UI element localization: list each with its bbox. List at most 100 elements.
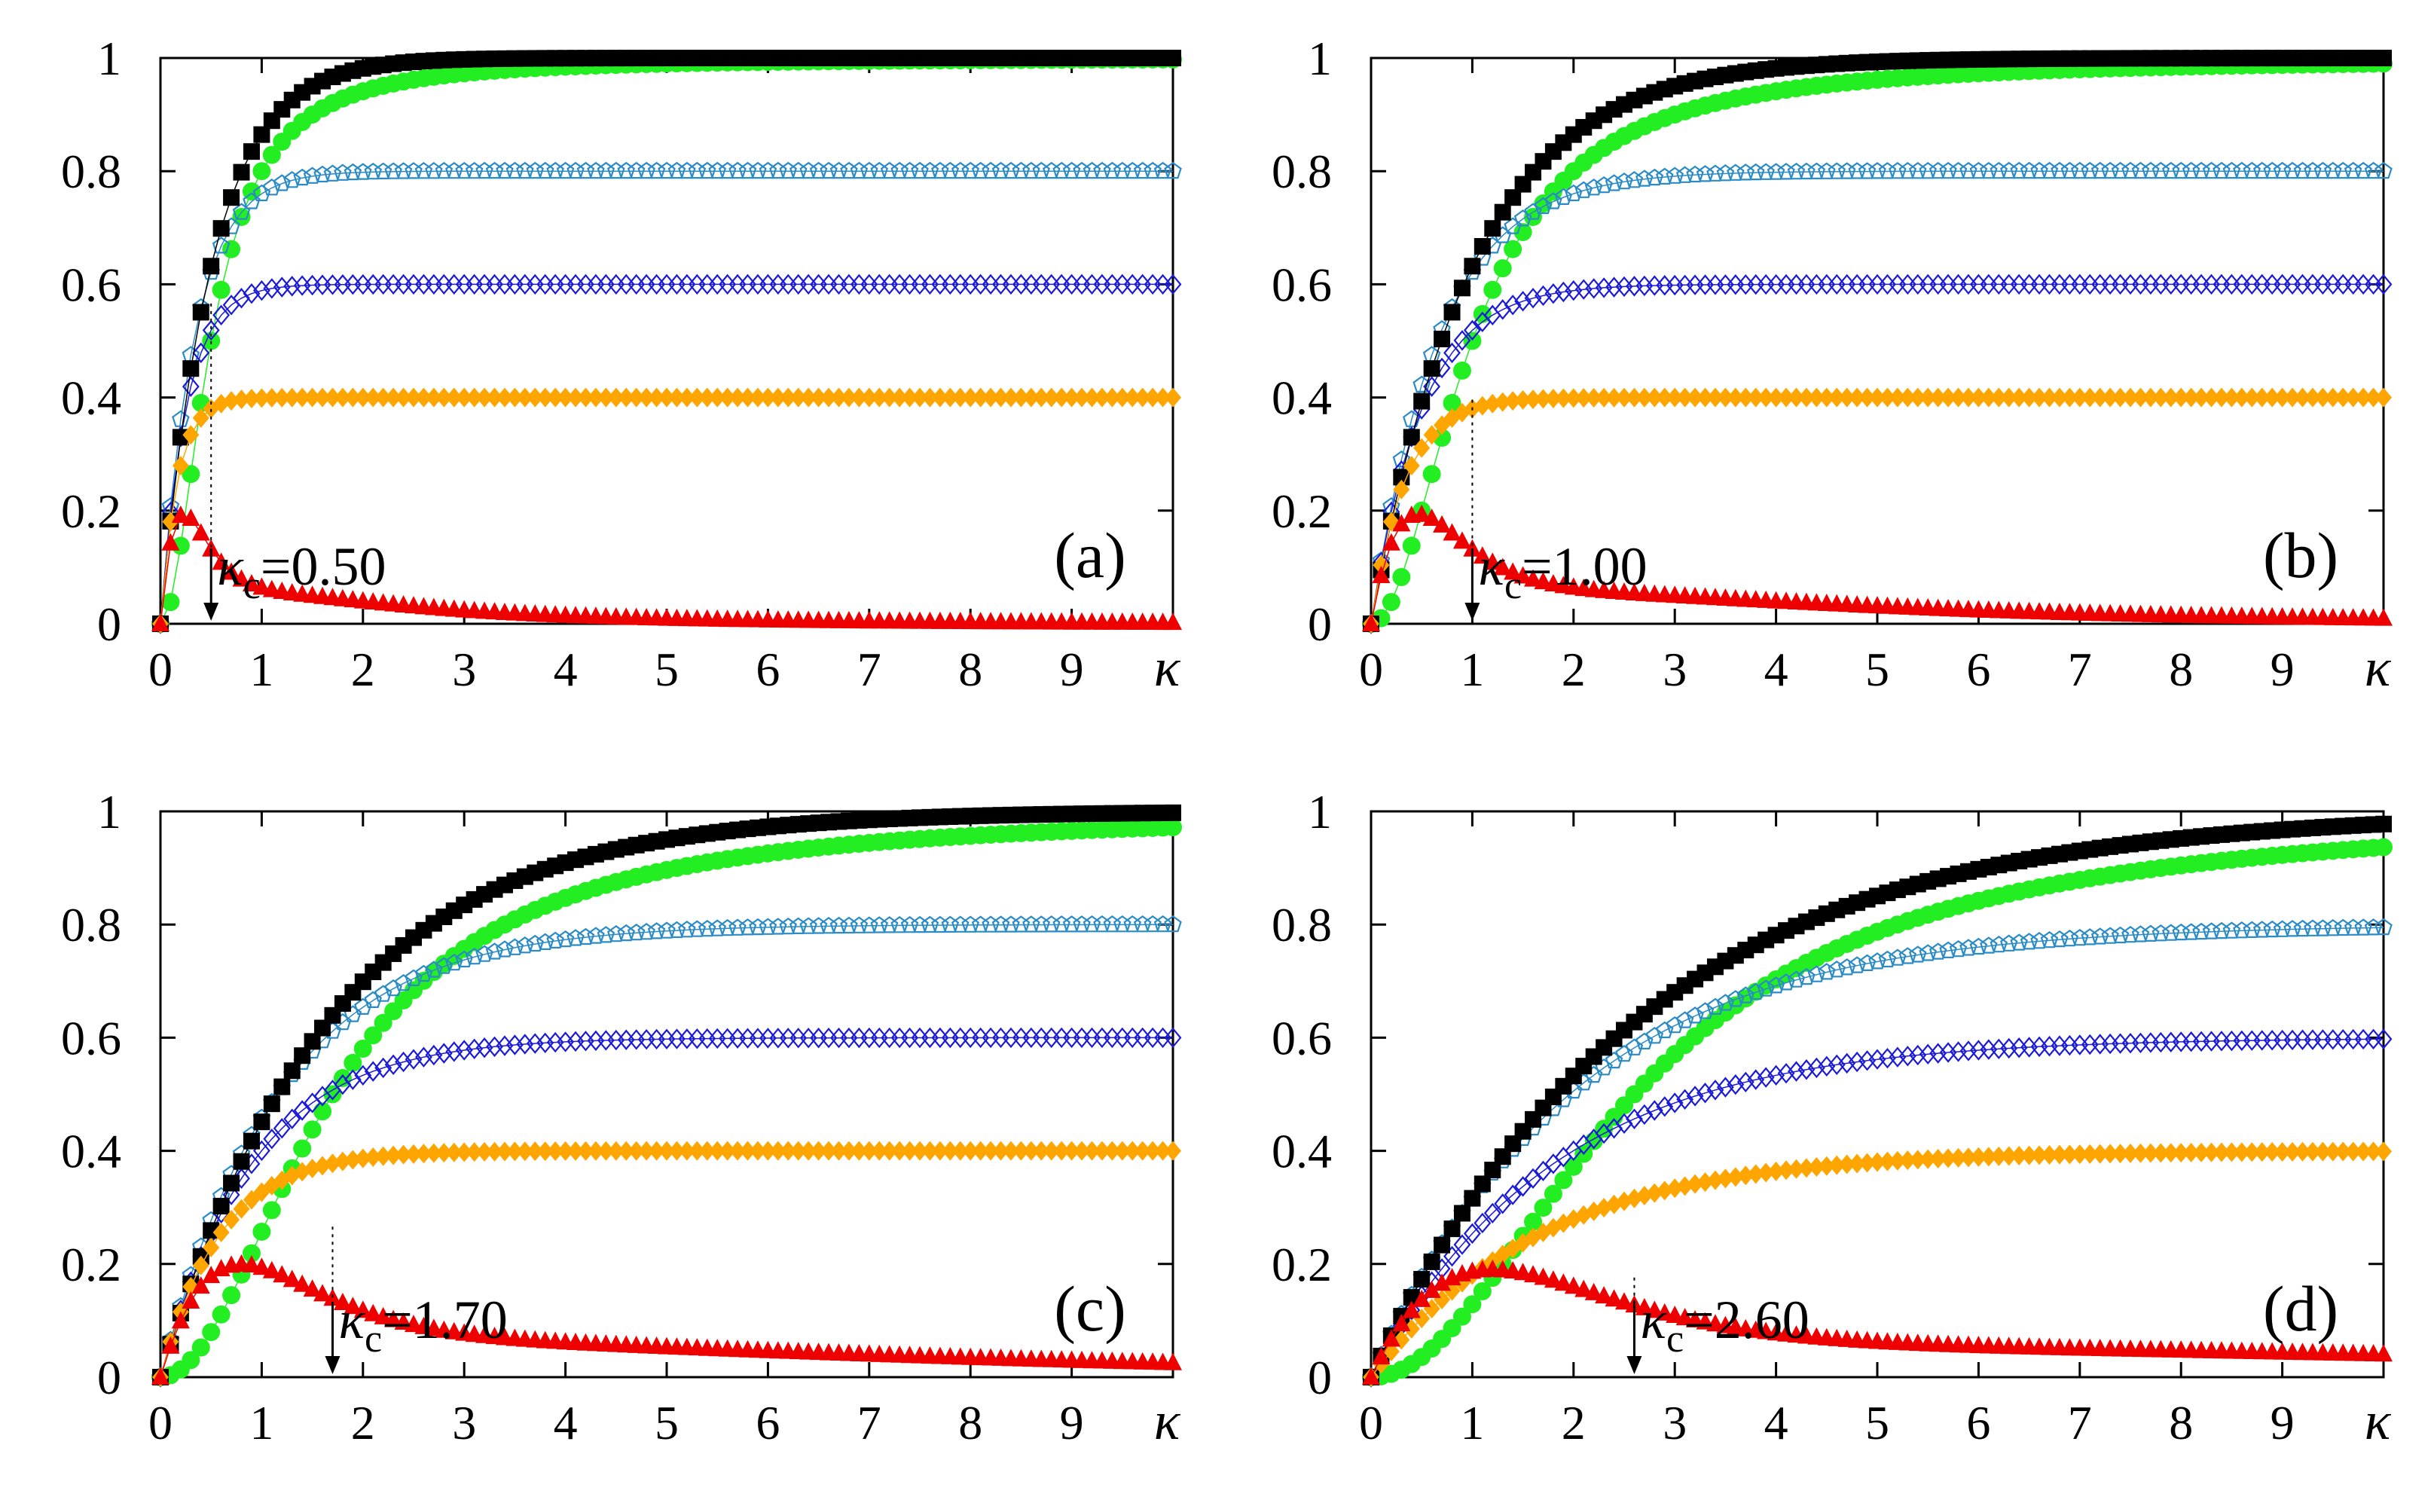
data-point xyxy=(1153,161,1172,179)
x-tick-label: 8 xyxy=(2169,1396,2193,1449)
data-point xyxy=(2121,161,2139,179)
data-point xyxy=(2102,1144,2119,1164)
data-point xyxy=(1959,1147,1977,1168)
y-tick-label: 0.6 xyxy=(61,258,121,311)
data-point xyxy=(1144,387,1162,408)
data-point xyxy=(2273,161,2292,179)
data-point xyxy=(1443,304,1461,321)
data-point xyxy=(2061,387,2078,408)
data-point xyxy=(1073,161,1091,179)
data-point xyxy=(951,1141,969,1161)
data-point xyxy=(1758,1162,1775,1183)
data-point xyxy=(2375,815,2392,832)
data-point xyxy=(860,916,878,933)
data-point xyxy=(769,1141,786,1161)
data-point xyxy=(1949,161,1968,179)
data-point xyxy=(314,1019,331,1037)
data-point xyxy=(354,1148,371,1168)
data-point xyxy=(294,1047,311,1065)
x-tick-label: 7 xyxy=(2068,643,2092,696)
data-point xyxy=(2284,1141,2301,1162)
data-point xyxy=(374,1057,392,1079)
data-point xyxy=(698,387,716,408)
data-point xyxy=(1858,954,1877,972)
data-point xyxy=(1165,387,1181,408)
data-point xyxy=(2182,1142,2200,1162)
data-point xyxy=(2182,923,2200,940)
series-red-triangles xyxy=(151,505,1182,631)
data-point xyxy=(1676,387,1693,408)
data-point xyxy=(1113,1141,1131,1161)
data-point xyxy=(1124,1141,1141,1161)
data-point xyxy=(1767,1065,1785,1086)
data-point xyxy=(911,915,929,933)
data-point xyxy=(1949,939,1968,958)
data-point xyxy=(263,179,281,196)
data-point xyxy=(1554,1171,1573,1190)
data-point xyxy=(800,1141,817,1161)
data-point xyxy=(617,924,635,942)
data-point xyxy=(1474,396,1491,416)
data-point xyxy=(313,165,331,183)
data-point xyxy=(2263,920,2281,938)
data-point xyxy=(1052,915,1070,933)
data-point xyxy=(405,1144,422,1164)
data-point xyxy=(1626,387,1643,408)
data-point xyxy=(1950,1147,1967,1168)
data-point xyxy=(647,161,666,179)
data-point xyxy=(425,1044,443,1066)
data-point xyxy=(496,1141,513,1162)
data-point xyxy=(931,915,949,933)
data-point xyxy=(1422,508,1441,526)
x-tick-label: 4 xyxy=(1764,643,1788,696)
data-point xyxy=(1373,555,1390,576)
data-point xyxy=(243,1190,260,1210)
data-point xyxy=(1858,162,1877,179)
panel-label: (c) xyxy=(1054,1272,1125,1345)
data-point xyxy=(283,171,301,188)
data-point xyxy=(667,921,686,939)
data-point xyxy=(1012,1141,1030,1161)
data-point xyxy=(658,1141,675,1161)
data-point xyxy=(486,1141,503,1162)
data-point xyxy=(1022,161,1040,179)
data-point xyxy=(425,1143,442,1163)
data-point xyxy=(2314,1141,2332,1162)
data-point xyxy=(780,1141,797,1161)
data-point xyxy=(1655,1303,1674,1321)
data-point xyxy=(1382,1329,1400,1347)
data-point xyxy=(2284,387,2301,408)
data-point xyxy=(1625,1038,1644,1055)
data-point xyxy=(2000,934,2018,951)
data-point xyxy=(1615,1292,1633,1310)
data-point xyxy=(982,1141,1000,1161)
data-point xyxy=(1012,387,1030,408)
data-point xyxy=(860,1141,878,1161)
panel-d: 0 0.2 0.4 0.6 0.8 1 0 1 2 3 4 5 6 7 8 9 κ κc=2.60 (d) xyxy=(1272,785,2393,1451)
data-point xyxy=(2011,387,2028,408)
data-point xyxy=(344,163,362,181)
series-green-circles xyxy=(151,818,1182,1386)
data-point xyxy=(2223,1142,2240,1162)
data-point xyxy=(1104,387,1121,408)
data-point xyxy=(2142,924,2160,942)
series-orange-diamonds xyxy=(152,1141,1181,1387)
data-point xyxy=(1635,170,1654,187)
data-point xyxy=(1514,389,1532,410)
data-point xyxy=(1778,1160,1795,1181)
data-point xyxy=(1990,161,2008,179)
data-point xyxy=(1494,1148,1511,1165)
data-point xyxy=(1929,1149,1947,1169)
data-point xyxy=(738,161,757,179)
data-point xyxy=(2213,921,2231,939)
data-point xyxy=(526,934,544,952)
data-point xyxy=(1043,387,1060,408)
data-point xyxy=(425,961,443,978)
data-point xyxy=(253,388,270,408)
data-point xyxy=(2375,50,2392,67)
data-point xyxy=(1645,1027,1664,1044)
x-tick-label: 4 xyxy=(554,643,578,696)
data-point xyxy=(2090,161,2109,179)
data-point xyxy=(1596,387,1613,408)
data-point xyxy=(202,1266,221,1284)
